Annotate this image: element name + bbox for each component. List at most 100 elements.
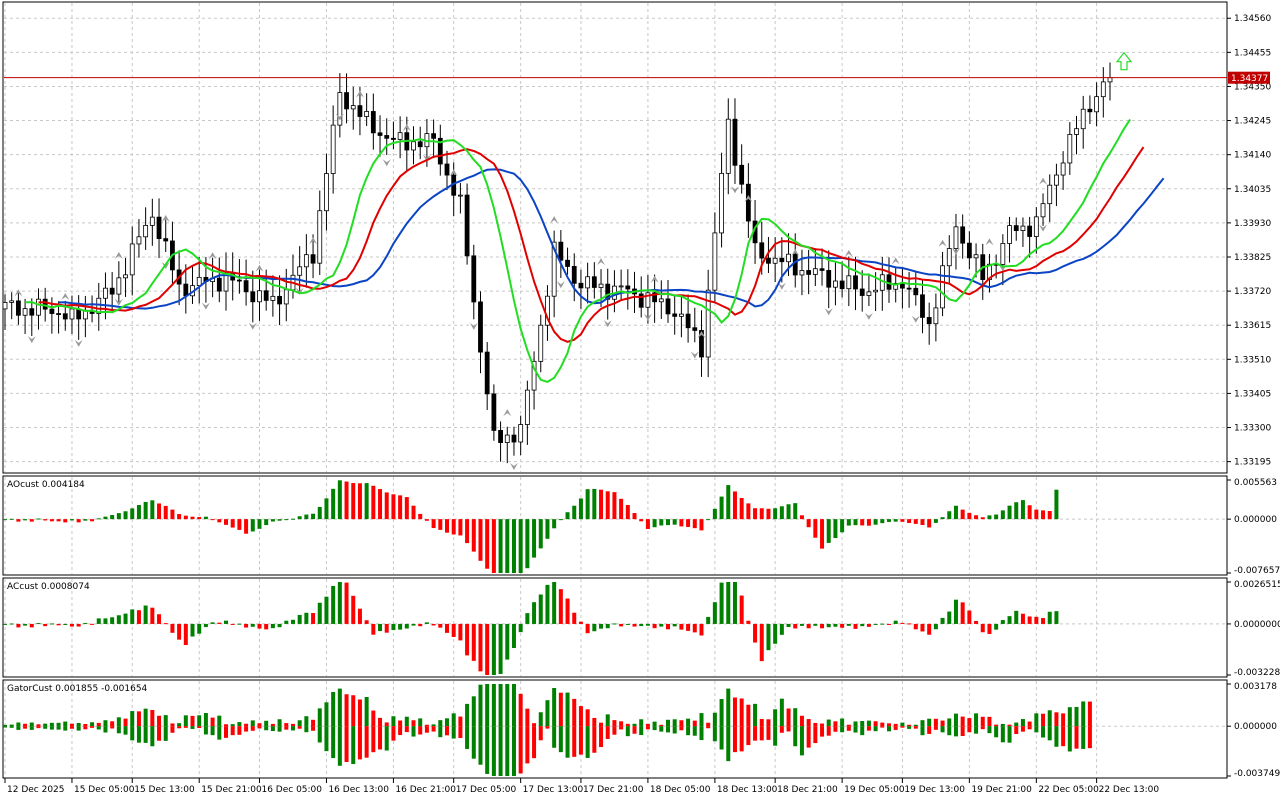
gator-upper-bar: [56, 722, 61, 727]
gator-lower-bar: [170, 726, 175, 733]
time-axis-label: 16 Dec 05:00: [261, 785, 322, 795]
ac-bar: [1041, 618, 1046, 624]
ac-bar: [639, 623, 644, 627]
candle-body: [812, 268, 818, 275]
ao-bar: [157, 503, 162, 520]
gator-upper-bar: [297, 720, 302, 727]
ac-bar: [244, 623, 249, 628]
ao-bar: [143, 501, 148, 520]
ac-bar: [424, 622, 429, 624]
ac-bar: [652, 623, 657, 629]
ao-bar: [103, 516, 108, 520]
gator-lower-bar: [907, 726, 912, 729]
ac-bar: [525, 613, 530, 624]
fractal-down-icon: [777, 282, 786, 290]
gator-upper-bar: [230, 724, 235, 727]
candle-body: [531, 360, 537, 391]
ac-bar: [96, 618, 101, 624]
gator-lower-bar: [63, 726, 68, 731]
gator-lower-bar: [853, 726, 858, 733]
gator-lower-bar: [746, 726, 751, 746]
ao-bar: [974, 515, 979, 520]
gator-lower-bar: [357, 726, 362, 760]
histogram-group: [3, 684, 1092, 776]
gator-lower-bar: [331, 726, 336, 759]
gator-lower-bar: [485, 726, 490, 774]
gator-lower-bar: [317, 726, 322, 743]
gator-upper-bar: [753, 703, 758, 727]
candle-body: [839, 280, 845, 290]
ao-bar: [364, 483, 369, 520]
gator-upper-bar: [170, 723, 175, 727]
ac-bar: [766, 623, 771, 651]
ac-bar: [706, 616, 711, 624]
gator-upper-bar: [953, 713, 958, 727]
ao-bar: [116, 513, 121, 520]
gator-upper-bar: [873, 721, 878, 727]
gator-upper-bar: [846, 724, 851, 727]
ac-bar: [183, 623, 188, 646]
gator-lower-bar: [645, 726, 650, 730]
gator-lower-bar: [398, 726, 403, 736]
time-axis-label: 17 Dec 13:00: [523, 785, 584, 795]
ac-bar: [511, 623, 516, 649]
gator-lower-bar: [424, 726, 429, 733]
ac-bar: [632, 623, 637, 627]
candle-body: [49, 308, 55, 314]
gator-lower-bar: [1087, 726, 1092, 749]
gator-upper-bar: [799, 715, 804, 727]
ac-bar: [887, 623, 891, 625]
candle-body: [1047, 184, 1053, 205]
gator-upper-bar: [712, 712, 717, 727]
ac-bar: [270, 623, 275, 629]
price-axis-label: 1.34140: [1234, 151, 1271, 161]
ao-bar: [887, 519, 891, 522]
gator-upper-bar: [1027, 721, 1032, 727]
gator-lower-bar: [76, 726, 81, 731]
gator-lower-bar: [719, 726, 724, 750]
ao-bar: [136, 505, 141, 520]
time-axis-label: 16 Dec 13:00: [328, 785, 389, 795]
ao-bar: [431, 519, 436, 529]
ao-bar: [706, 519, 711, 521]
gator-lower-bar: [337, 726, 342, 766]
value-axis-label: 0.0000000: [1234, 620, 1280, 630]
time-axis-label: 15 Dec 21:00: [201, 785, 262, 795]
ao-bar: [1054, 489, 1059, 520]
ao-bar: [130, 508, 135, 520]
value-axis-label: 0.000000: [1234, 722, 1277, 732]
ac-bar: [920, 623, 925, 632]
ac-bar: [1007, 616, 1012, 624]
ac-bar: [337, 582, 342, 624]
price-axis-label: 1.33510: [1234, 355, 1271, 365]
ac-bar: [779, 623, 784, 635]
fractal-down-icon: [824, 308, 833, 316]
candle-body: [277, 295, 282, 305]
ao-bar: [578, 498, 583, 520]
candle-body: [337, 92, 343, 126]
gator-lower-bar: [538, 726, 543, 741]
ao-bar: [331, 488, 336, 520]
candle-body: [504, 434, 510, 443]
ao-bar: [9, 518, 14, 520]
gator-lower-bar: [706, 726, 711, 729]
candle-body: [779, 257, 785, 263]
gator-upper-bar: [759, 718, 764, 727]
ao-bar: [893, 519, 898, 522]
ac-bar: [532, 602, 537, 624]
ac-bar: [853, 623, 858, 629]
ac-bar: [69, 623, 74, 627]
candle-body: [357, 105, 363, 117]
gator-lower-bar: [9, 726, 14, 728]
candle-body: [893, 283, 899, 290]
candle-body: [216, 277, 222, 292]
gator-lower-bar: [378, 726, 383, 750]
ao-bar: [63, 519, 68, 523]
candle-body: [1027, 225, 1033, 237]
gator-upper-bar: [1000, 723, 1005, 727]
gator-lower-bar: [545, 726, 550, 729]
candle-body: [297, 266, 303, 276]
ao-bar: [799, 515, 804, 520]
gator-upper-bar: [672, 719, 677, 727]
